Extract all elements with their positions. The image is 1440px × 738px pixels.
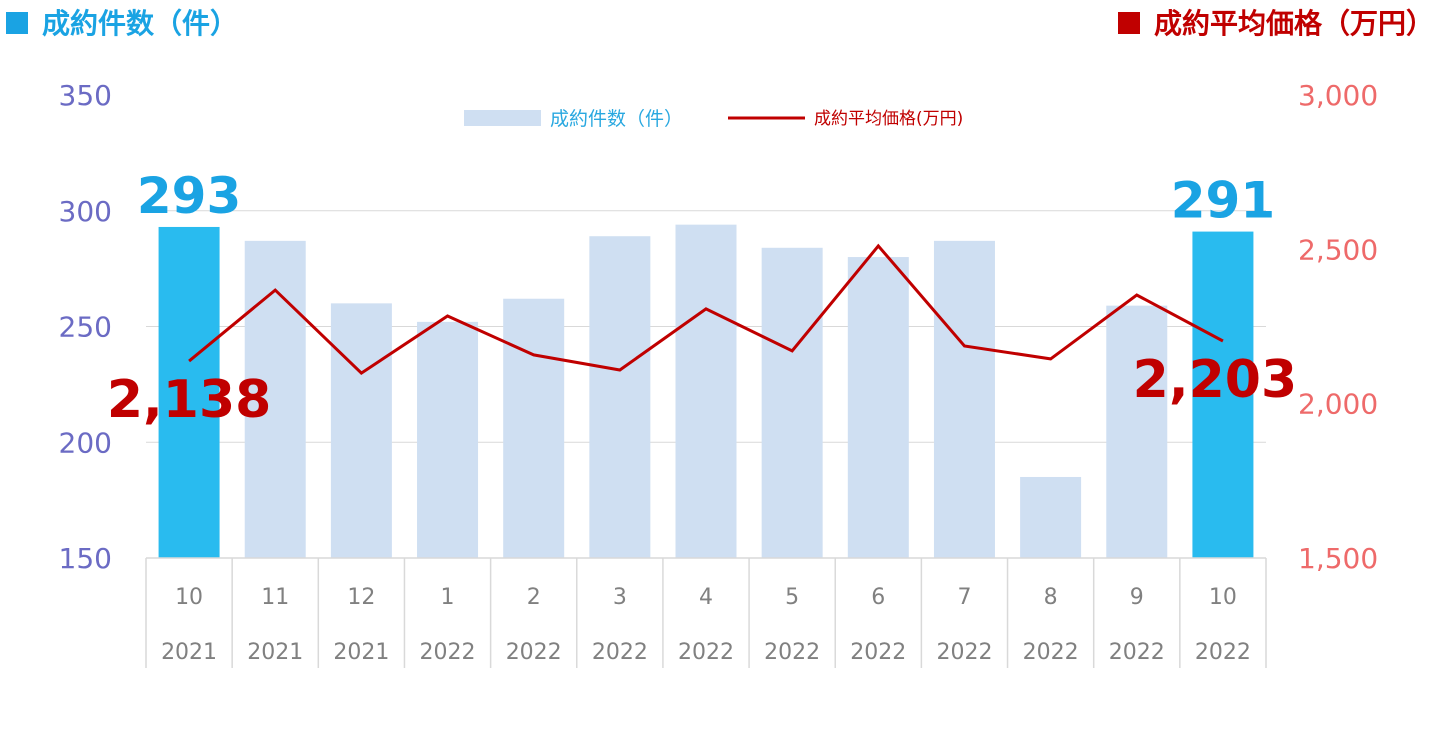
x-tick-year: 2022 [1023, 640, 1079, 665]
x-tick-month: 10 [1209, 585, 1237, 610]
x-tick-month: 4 [699, 585, 713, 610]
x-tick-month: 8 [1044, 585, 1058, 610]
legend-line-label: 成約平均価格(万円) [814, 109, 963, 129]
bar [417, 321, 479, 558]
bar [503, 298, 565, 558]
x-tick-year: 2022 [764, 640, 820, 665]
x-tick-month: 11 [261, 585, 289, 610]
left-title-text: 成約件数（件） [42, 7, 239, 40]
x-tick-month: 5 [785, 585, 799, 610]
right-axis-tick: 3,000 [1298, 79, 1378, 112]
bar [1106, 305, 1168, 558]
red-square-icon [1117, 12, 1140, 34]
data-label: 293 [137, 167, 241, 225]
bar [589, 236, 651, 558]
right-axis-tick: 2,500 [1298, 233, 1378, 266]
x-tick-month: 6 [871, 585, 885, 610]
x-tick-year: 2021 [161, 640, 217, 665]
x-tick-year: 2022 [1195, 640, 1251, 665]
right-title-text: 成約平均価格（万円） [1153, 7, 1434, 40]
x-tick-year: 2021 [247, 640, 303, 665]
right-axis-tick: 2,000 [1298, 388, 1378, 421]
left-axis-tick: 200 [59, 426, 112, 459]
left-axis-tick: 300 [59, 195, 112, 228]
left-axis-tick: 350 [59, 79, 112, 112]
bar [761, 247, 823, 559]
x-tick-month: 1 [441, 585, 455, 610]
bar [158, 226, 220, 558]
x-tick-year: 2022 [506, 640, 562, 665]
bar [1020, 476, 1082, 558]
bar [675, 224, 737, 558]
x-tick-month: 2 [527, 585, 541, 610]
left-axis-tick: 150 [59, 542, 112, 575]
x-tick-year: 2022 [850, 640, 906, 665]
legend-bar-label: 成約件数（件） [550, 108, 683, 130]
data-label: 2,203 [1133, 350, 1297, 410]
data-label: 2,138 [107, 370, 271, 430]
bar [847, 257, 909, 558]
right-axis-title: 成約平均価格（万円） [1117, 2, 1434, 42]
right-axis-tick: 1,500 [1298, 542, 1378, 575]
x-tick-year: 2022 [678, 640, 734, 665]
x-tick-year: 2022 [936, 640, 992, 665]
x-tick-month: 9 [1130, 585, 1144, 610]
legend-bar-swatch [464, 110, 541, 126]
bar [330, 303, 392, 558]
x-tick-year: 2021 [333, 640, 389, 665]
left-axis-tick: 250 [59, 311, 112, 344]
blue-square-icon [6, 12, 28, 34]
x-tick-month: 3 [613, 585, 627, 610]
x-tick-month: 7 [957, 585, 971, 610]
bar [933, 240, 995, 558]
bar [1192, 231, 1254, 558]
x-tick-year: 2022 [1109, 640, 1165, 665]
x-tick-month: 10 [175, 585, 203, 610]
data-label: 291 [1171, 172, 1275, 230]
x-tick-year: 2022 [592, 640, 648, 665]
x-tick-month: 12 [347, 585, 375, 610]
x-tick-year: 2022 [420, 640, 476, 665]
left-axis-title: 成約件数（件） [6, 2, 238, 42]
bar [244, 240, 306, 558]
